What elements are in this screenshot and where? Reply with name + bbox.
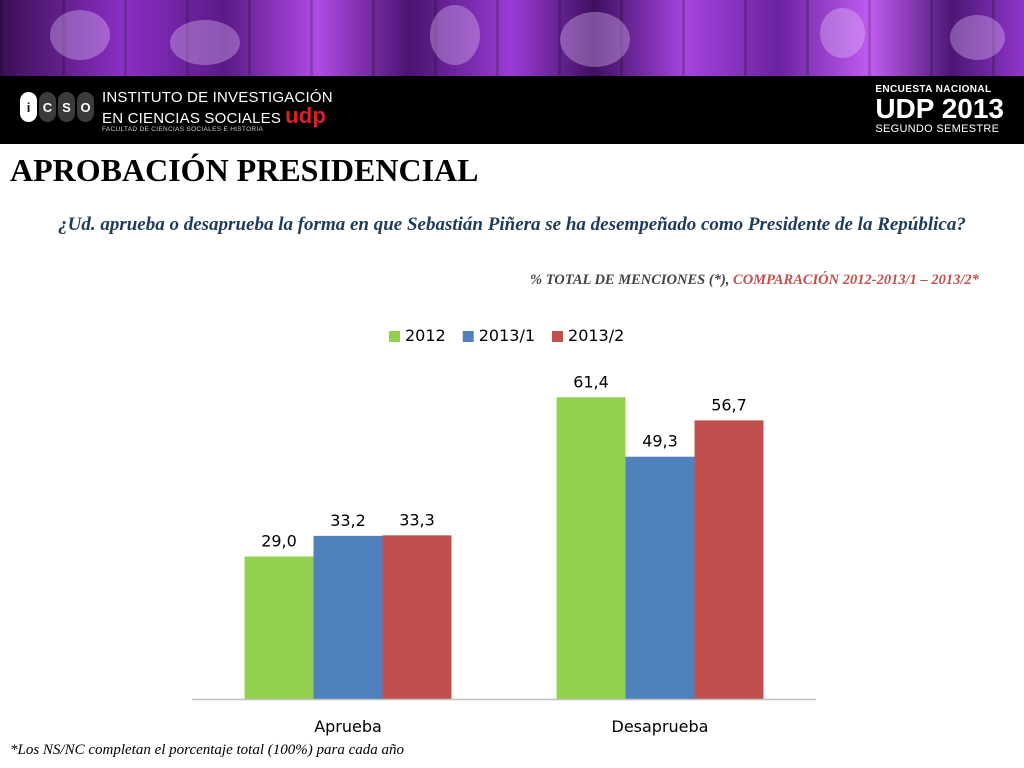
institute-name: INSTITUTO DE INVESTIGACIÓN EN CIENCIAS S… — [102, 89, 333, 128]
legend-label-2013-2: 2013/2 — [568, 326, 624, 345]
legend-swatch-2013-1 — [462, 331, 474, 342]
note-comparison: COMPARACIÓN 2012-2013/1 – 2013/2* — [733, 272, 979, 288]
institute-line-2-text: EN CIENCIAS SOCIALES — [102, 110, 282, 127]
institute-line-2: EN CIENCIAS SOCIALES udp — [102, 105, 333, 128]
logo-letter: i — [20, 92, 37, 122]
category-label: Desaprueba — [612, 717, 709, 736]
bar-2013-1-desaprueba — [625, 456, 695, 699]
survey-line-1: ENCUESTA NACIONAL — [875, 84, 992, 95]
category-label: Aprueba — [314, 717, 382, 736]
survey-badge: ENCUESTA NACIONAL UDP 2013 SEGUNDO SEMES… — [875, 84, 1004, 135]
data-label: 56,7 — [711, 395, 747, 414]
data-label: 61,4 — [573, 372, 609, 391]
data-label: 33,3 — [399, 510, 435, 529]
bar-2013-2-aprueba — [382, 535, 452, 699]
header-bar — [0, 76, 1024, 144]
logo-letter: S — [58, 92, 75, 122]
data-label: 33,2 — [330, 511, 366, 530]
approval-bar-chart: 29,0 33,2 33,3 Aprueba 61,4 49,3 56,7 Desaprueb… — [192, 326, 816, 736]
bar-2013-1-aprueba — [313, 535, 383, 699]
institute-line-1: INSTITUTO DE INVESTIGACIÓN — [102, 89, 333, 106]
footnote: *Los NS/NC completan el porcentaje total… — [10, 742, 404, 758]
legend-swatch-2012 — [389, 331, 400, 342]
bar-2012-desaprueba — [556, 397, 626, 699]
legend-label-2012: 2012 — [405, 326, 446, 345]
note-prefix: % TOTAL DE MENCIONES (*), — [530, 272, 734, 288]
logo-letter: C — [39, 92, 56, 122]
data-label: 49,3 — [642, 432, 678, 451]
survey-line-3: SEGUNDO SEMESTRE — [875, 123, 1000, 135]
legend-label-2013-1: 2013/1 — [479, 326, 535, 345]
mentions-note: % TOTAL DE MENCIONES (*), COMPARACIÓN 20… — [530, 270, 1010, 290]
legend-swatch-2013-2 — [552, 331, 564, 342]
data-label: 29,0 — [261, 531, 297, 550]
udp-logo-text: udp — [285, 103, 326, 128]
page-title: APROBACIÓN PRESIDENCIAL — [10, 152, 479, 188]
bar-2013-2-desaprueba — [694, 420, 764, 699]
faculty-name: FACULTAD DE CIENCIAS SOCIALES E HISTORIA — [102, 126, 264, 133]
survey-question: ¿Ud. aprueba o desaprueba la forma en qu… — [58, 214, 966, 235]
header-photo-strip — [0, 0, 1024, 76]
survey-line-2: UDP 2013 — [875, 93, 1004, 124]
logo-letter: O — [77, 92, 94, 122]
icso-logo: i C S O — [20, 92, 94, 122]
bar-2012-aprueba — [244, 556, 314, 699]
